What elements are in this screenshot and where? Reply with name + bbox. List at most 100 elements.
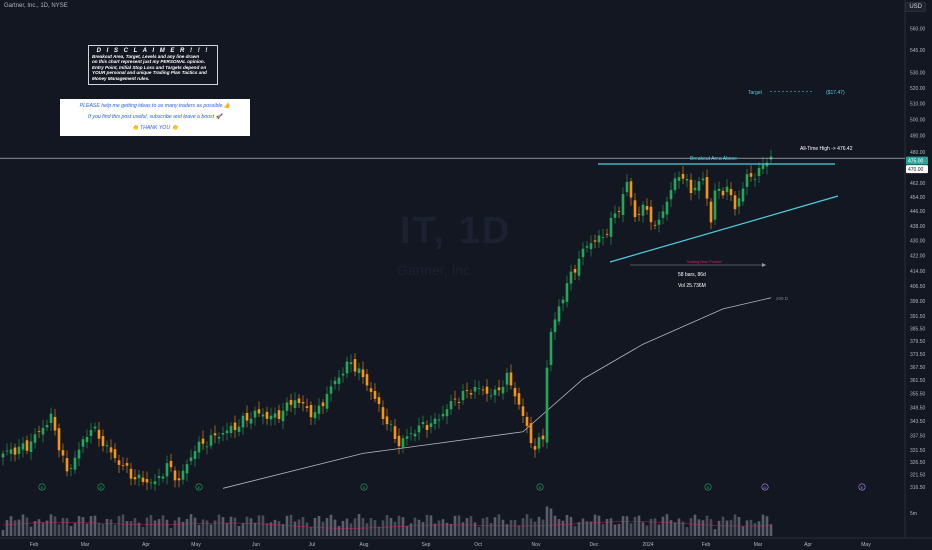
volume-bar <box>81 517 85 536</box>
candle-body <box>537 437 541 449</box>
y-tick-label: 326.50 <box>910 460 926 466</box>
candle-body <box>629 181 633 198</box>
volume-bar <box>241 523 245 536</box>
volume-bar <box>761 514 765 536</box>
volume-bar <box>549 508 553 536</box>
volume-bar <box>229 516 233 536</box>
event-marker-icon <box>536 483 544 491</box>
candle-body <box>217 436 221 439</box>
event-marker-icon <box>761 483 769 491</box>
volume-bar <box>589 521 593 536</box>
candle-body <box>253 410 257 418</box>
volume-bar <box>293 521 297 536</box>
candle-body <box>5 450 9 452</box>
volume-bar <box>269 522 273 536</box>
volume-bar <box>665 514 669 536</box>
candle-body <box>441 413 445 417</box>
volume-bar <box>265 523 269 536</box>
candle-body <box>413 433 417 437</box>
volume-bar <box>9 516 13 536</box>
volume-bar <box>733 514 737 536</box>
volume-bar <box>421 522 425 536</box>
volume-bar <box>397 515 401 536</box>
candle-body <box>193 451 197 459</box>
candle-body <box>113 449 117 459</box>
candle-body <box>493 389 497 396</box>
candle-body <box>553 319 557 333</box>
disclaimer-line: on this chart represent just my PERSONAL… <box>92 59 205 65</box>
candle-body <box>545 367 549 443</box>
candle-body <box>673 178 677 191</box>
volume-bar <box>197 524 201 536</box>
volume-bar <box>181 521 185 536</box>
volume-bar <box>489 522 493 536</box>
plea-line: If you find this post useful, subscribe … <box>88 114 222 120</box>
volume-bar <box>89 516 93 536</box>
ath-label: All-Time High -> 476.42 <box>800 146 853 152</box>
candle-body <box>313 412 317 419</box>
currency-button[interactable]: USD <box>905 2 926 12</box>
volume-bar <box>569 516 573 536</box>
volume-bar <box>657 524 661 536</box>
y-tick-label: 530.00 <box>910 71 926 77</box>
candle-body <box>321 402 325 407</box>
volume-bar <box>353 518 357 536</box>
volume-bar <box>717 520 721 536</box>
candle-body <box>465 390 469 392</box>
y-tick-label: 406.50 <box>910 284 926 290</box>
event-marker-label: E <box>539 485 542 490</box>
event-marker-icon <box>858 483 866 491</box>
candle-body <box>29 441 33 453</box>
candle-body <box>53 416 57 431</box>
candle-body <box>293 400 297 408</box>
volume-bar <box>573 526 577 536</box>
volume-bar <box>505 524 509 536</box>
volume-bar <box>413 517 417 536</box>
volume-bar <box>177 517 181 536</box>
x-tick-label: May <box>191 542 201 548</box>
candle-body <box>285 402 289 411</box>
volume-bar <box>57 524 61 536</box>
candle-body <box>457 402 461 403</box>
candle-body <box>681 173 685 179</box>
candle-body <box>33 434 37 443</box>
candle-body <box>425 425 429 430</box>
volume-bar <box>61 517 65 536</box>
candle-body <box>245 413 249 421</box>
volume-bar <box>533 521 537 536</box>
volume-bar <box>349 523 353 536</box>
event-marker-label: E <box>41 485 44 490</box>
ma-label: 200 D <box>776 296 789 301</box>
candle-body <box>337 377 341 384</box>
volume-bar <box>333 519 337 536</box>
volume-bar <box>729 519 733 536</box>
volume-bar <box>601 523 605 536</box>
volume-bar <box>141 526 145 536</box>
volume-bar <box>617 523 621 536</box>
candle-body <box>573 268 577 273</box>
volume-bar <box>249 518 253 536</box>
candle-body <box>733 195 737 210</box>
candle-body <box>433 418 437 424</box>
disclaimer-line: Money Management rules. <box>92 75 150 81</box>
volume-bar <box>429 515 433 536</box>
y-tick-label: 337.50 <box>910 433 926 439</box>
volume-bar <box>677 518 681 536</box>
range-bars-label: 58 bars, 86d <box>678 272 706 278</box>
candle-body <box>637 213 641 215</box>
volume-bar <box>465 518 469 536</box>
candle-body <box>317 405 321 414</box>
time-axis: Feb Mar Apr May Jun Jul Aug Sep Oct Nov Dec 2024 Feb… <box>30 542 872 548</box>
candle-body <box>373 391 377 399</box>
candle-body <box>397 435 401 447</box>
volume-bar <box>745 520 749 536</box>
symbol-header[interactable]: Gartner, Inc., 1D, NYSE <box>4 3 68 9</box>
candle-body <box>137 474 141 479</box>
candle-body <box>93 426 97 429</box>
candle-body <box>65 458 69 472</box>
y-tick-label: 490.00 <box>910 134 926 140</box>
candle-body <box>741 188 745 202</box>
candle-body <box>289 399 293 405</box>
x-tick-label: Dec <box>590 542 599 548</box>
